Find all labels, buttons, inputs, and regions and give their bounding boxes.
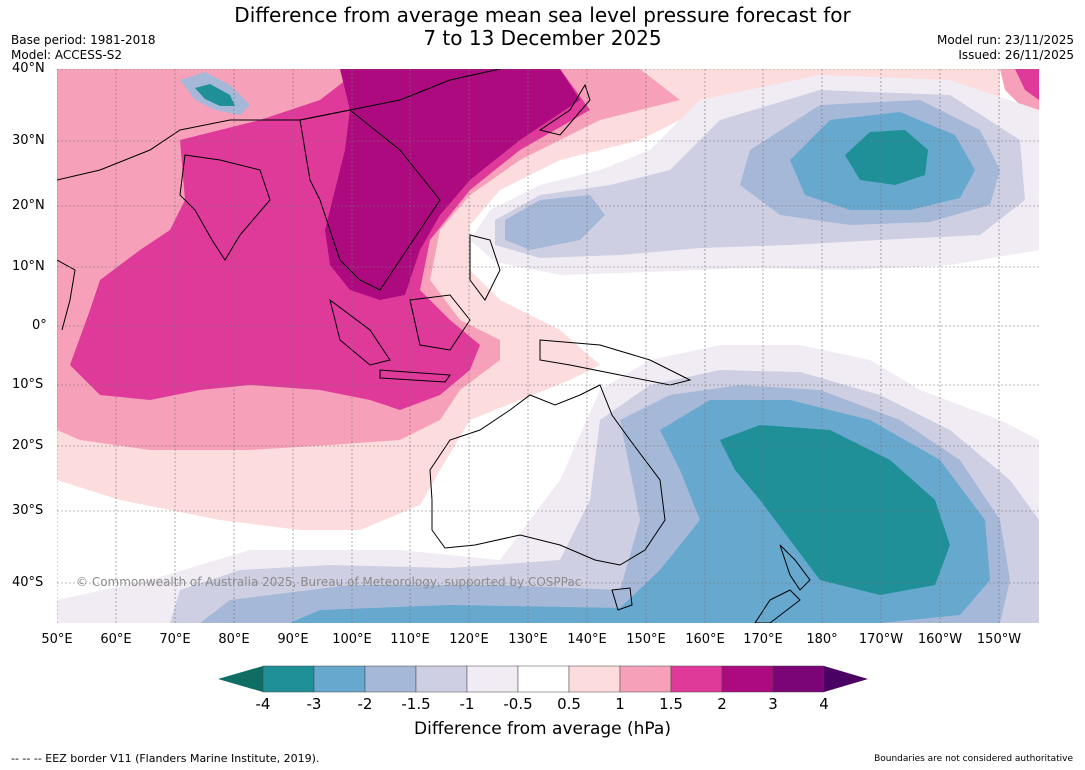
lon-label: 150°W (976, 632, 1022, 647)
colorbar-swatch (772, 665, 825, 693)
colorbar-tick: 1.5 (659, 695, 683, 713)
colorbar-tick: 0.5 (557, 695, 581, 713)
lat-label: 10°N (12, 259, 45, 274)
lat-label: 30°N (12, 133, 45, 148)
new-zealand-north-coastline (779, 544, 811, 591)
lon-label: 80°E (218, 632, 250, 647)
colorbar-tick: 1 (615, 695, 625, 713)
colorbar-tick: -4 (255, 695, 271, 713)
sumatra-coastline (329, 298, 391, 366)
lon-label: 160°W (917, 632, 963, 647)
positive-anomaly-2 (325, 69, 580, 300)
india-coastline (179, 154, 271, 261)
colorbar-swatch (415, 665, 468, 693)
lon-label: 120°E (449, 632, 489, 647)
lon-label: 170°E (743, 632, 783, 647)
asia-mainland-coastline (57, 69, 501, 181)
map-title: Difference from average mean sea level p… (0, 4, 1085, 50)
japan-coastline (538, 83, 591, 136)
lon-label: 180° (806, 632, 838, 647)
lon-label: 100°E (332, 632, 372, 647)
colorbar-swatch (364, 665, 417, 693)
colorbar-tick: -1 (459, 695, 475, 713)
model-name: Model: ACCESS-S2 (11, 48, 123, 62)
meta-right: Model run: 23/11/2025 Issued: 26/11/2025 (937, 33, 1074, 63)
colorbar-swatch (568, 665, 621, 693)
negative-anomaly-himalaya-core (195, 84, 235, 106)
colorbar-tick: -2 (357, 695, 373, 713)
colorbar-swatch (670, 665, 723, 693)
negative-anomaly-3-north-pacific (845, 130, 928, 185)
issued-date: Issued: 26/11/2025 (958, 48, 1074, 62)
meta-left: Base period: 1981-2018 Model: ACCESS-S2 (11, 33, 156, 63)
copyright-notice: © Commonwealth of Australia 2025, Bureau… (76, 575, 582, 589)
colorbar-high-arrow (824, 666, 868, 692)
colorbar (218, 665, 868, 693)
coastlines (57, 69, 811, 623)
lon-label: 60°E (100, 632, 132, 647)
lon-label: 140°E (567, 632, 607, 647)
lon-label: 70°E (159, 632, 191, 647)
colorbar-tick: -0.5 (503, 695, 533, 713)
lat-label: 40°N (12, 61, 45, 76)
colorbar-swatch (721, 665, 774, 693)
colorbar-low-arrow (218, 666, 263, 692)
colorbar-swatch (517, 665, 570, 693)
boundary-disclaimer: Boundaries are not considered authoritat… (874, 754, 1073, 764)
lat-label: 10°S (12, 377, 44, 392)
colorbar-swatch (466, 665, 519, 693)
colorbar-tick: 2 (717, 695, 727, 713)
colorbar-tick: 4 (819, 695, 829, 713)
colorbar-tick: -3 (306, 695, 322, 713)
title-line-1: Difference from average mean sea level p… (234, 3, 851, 27)
lon-label: 130°E (508, 632, 548, 647)
eez-legend: -- -- -- EEZ border V11 (Flanders Marine… (11, 752, 320, 765)
tasmania-coastline (611, 587, 633, 611)
positive-anomaly-2-northeast (1015, 69, 1039, 100)
colorbar-swatch (313, 665, 366, 693)
philippines-coastline (469, 234, 501, 301)
graticule (57, 69, 1039, 623)
colorbar-swatch (262, 665, 315, 693)
colorbar-tick: -1.5 (401, 695, 431, 713)
model-run: Model run: 23/11/2025 (936, 33, 1074, 47)
negative-anomaly-3-south-pacific (720, 425, 950, 595)
lon-label: 170°W (858, 632, 904, 647)
southeast-asia-coastline (299, 109, 441, 291)
colorbar-tick: 3 (768, 695, 778, 713)
lon-label: 160°E (685, 632, 725, 647)
base-period: Base period: 1981-2018 (11, 33, 156, 47)
lat-label: 20°N (12, 198, 45, 213)
africa-coastline (57, 259, 76, 331)
lat-label: 30°S (12, 503, 44, 518)
lon-label: 90°E (277, 632, 309, 647)
new-zealand-south-coastline (754, 589, 801, 623)
lon-label: 110°E (390, 632, 430, 647)
lat-label: 40°S (12, 575, 44, 590)
lat-label: 0° (32, 318, 47, 333)
lon-label: 50°E (41, 632, 73, 647)
colorbar-swatch (619, 665, 672, 693)
title-line-2: 7 to 13 December 2025 (423, 26, 662, 50)
java-coastline (379, 369, 451, 383)
colorbar-title: Difference from average (hPa) (414, 719, 671, 739)
lat-label: 20°S (12, 438, 44, 453)
borneo-coastline (409, 294, 471, 351)
lon-label: 150°E (626, 632, 666, 647)
australia-coastline (429, 384, 666, 566)
